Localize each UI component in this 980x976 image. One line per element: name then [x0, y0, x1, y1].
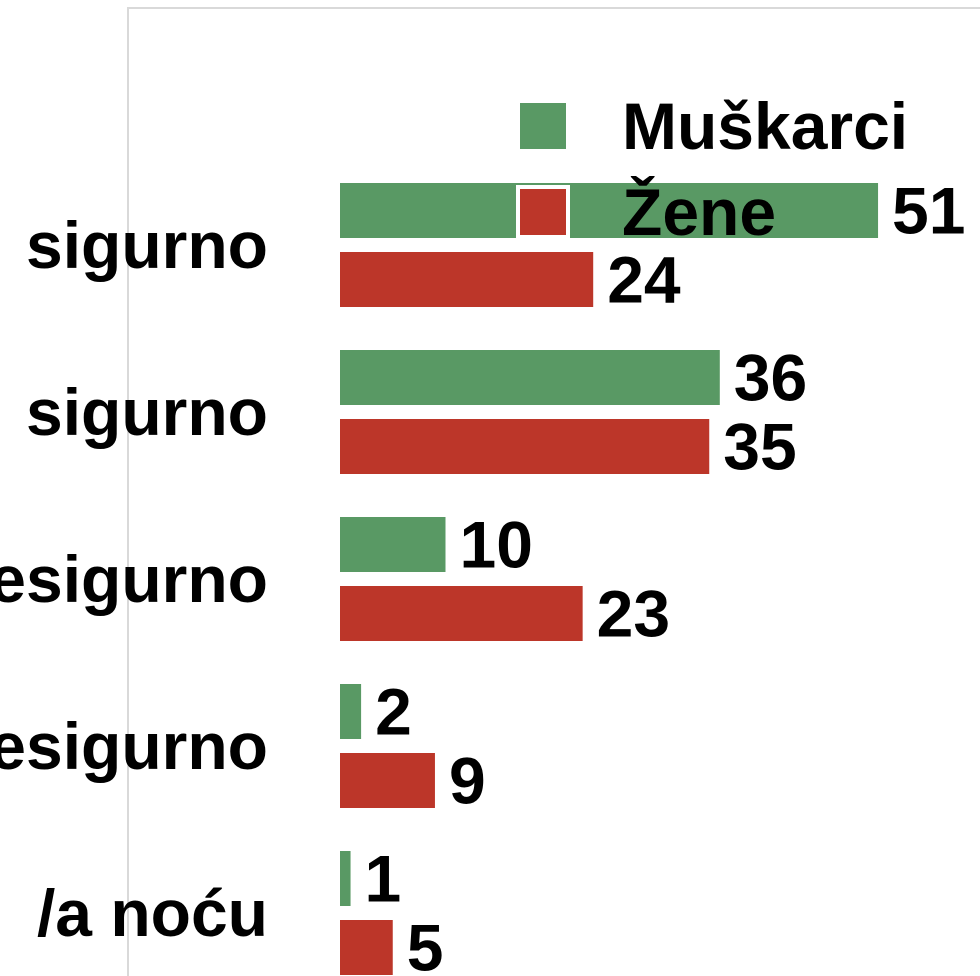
plot-area-border: [127, 7, 980, 976]
legend-label-1: Žene: [622, 175, 776, 249]
data-label-muskarci-3: 2: [375, 675, 412, 749]
bar-zene-3: [340, 753, 435, 808]
category-labels-group: sigurno sigurno esigurno esigurno/a noću: [0, 208, 268, 950]
bars-group: [340, 183, 879, 975]
category-label-1: sigurno: [26, 375, 268, 449]
data-label-zene-1: 35: [723, 410, 796, 484]
bar-muskarci-1: [340, 350, 720, 405]
data-label-muskarci-0: 51: [892, 174, 965, 248]
bar-muskarci-3: [340, 684, 362, 739]
legend-swatch-1: [516, 185, 570, 239]
legend-swatch-0: [516, 99, 570, 153]
data-label-zene-3: 9: [449, 744, 486, 818]
legend: Muškarci Žene: [516, 89, 908, 249]
bar-zene-0: [340, 252, 594, 307]
data-label-zene-4: 5: [407, 911, 444, 976]
data-label-muskarci-2: 10: [460, 508, 533, 582]
data-label-muskarci-1: 36: [734, 341, 807, 415]
bar-zene-1: [340, 419, 710, 474]
category-label-4: /a noću: [37, 876, 268, 950]
category-label-0: sigurno: [26, 208, 268, 282]
data-label-zene-0: 24: [607, 243, 681, 317]
legend-label-0: Muškarci: [622, 89, 908, 163]
category-label-3: esigurno: [0, 709, 268, 783]
category-label-2: esigurno: [0, 542, 268, 616]
data-label-zene-2: 23: [597, 577, 670, 651]
bar-muskarci-2: [340, 517, 446, 572]
data-label-muskarci-4: 1: [365, 842, 402, 916]
bar-zene-2: [340, 586, 583, 641]
bar-muskarci-4: [340, 851, 351, 906]
bar-zene-4: [340, 920, 393, 975]
bar-muskarci-0: [340, 183, 879, 238]
